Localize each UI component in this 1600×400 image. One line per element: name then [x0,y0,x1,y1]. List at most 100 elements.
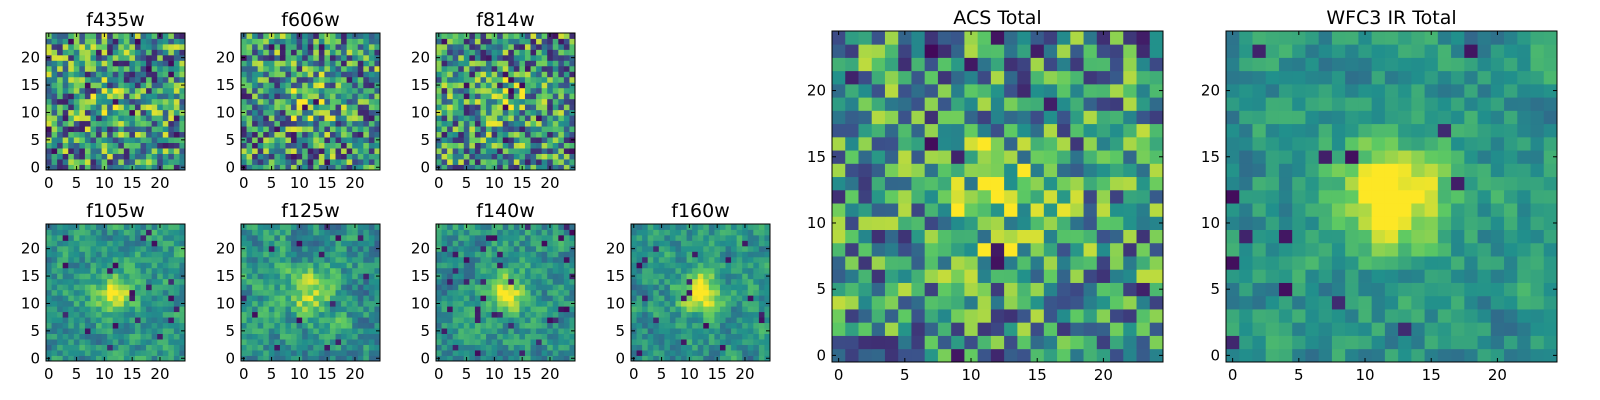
heatmap-cell [714,278,721,285]
heatmap-cell [458,273,465,280]
heatmap-cell [447,284,454,291]
heatmap-cell [112,164,119,171]
heatmap-cell [536,33,543,39]
heatmap-cell [502,229,509,236]
x-tick-label: 0 [44,365,54,383]
heatmap-cell [346,339,353,345]
heatmap-cell [447,229,454,236]
heatmap-cell [368,104,375,111]
heatmap-cell [46,120,52,127]
heatmap-cell [151,164,158,171]
heatmap-cell [858,335,873,350]
heatmap-cell [57,164,64,171]
heatmap-cell [719,355,726,362]
heatmap-cell [458,49,465,56]
heatmap-cell [480,267,487,274]
heatmap-cell [764,317,771,324]
heatmap-cell [341,104,348,111]
heatmap-cell [474,289,481,296]
heatmap-cell [257,300,264,307]
heatmap-cell [302,120,309,127]
heatmap-cell [845,322,859,336]
heatmap-cell [519,49,526,56]
heatmap-cell [898,309,912,323]
heatmap-cell [352,256,359,263]
heatmap-cell [524,159,531,165]
heatmap-cell [845,256,859,270]
heatmap-cell [469,104,476,111]
heatmap-cell [463,278,470,285]
heatmap-cell [911,295,926,310]
heatmap-cell [558,43,565,50]
heatmap-cell [51,65,58,72]
heatmap-cell [686,289,693,296]
heatmap-cell [157,350,164,356]
heatmap-cell [513,234,520,241]
heatmap-cell [274,355,281,362]
heatmap-cell [291,131,297,138]
heatmap-cell [274,311,281,318]
heatmap-cell [541,120,548,127]
heatmap-cell [924,229,939,244]
heatmap-cell [363,76,370,83]
heatmap-cell [123,38,130,45]
heatmap-cell [146,229,153,236]
heatmap-cell [764,284,771,291]
heatmap-cell [268,311,275,318]
heatmap-cell [747,295,754,302]
heatmap-cell [324,295,331,302]
heatmap-cell [452,159,459,165]
heatmap-cell [951,203,965,217]
heatmap-cell [46,98,52,105]
heatmap-cell [636,229,643,236]
heatmap-cell [173,126,180,133]
heatmap-cell [436,71,442,78]
heatmap-cell [686,273,693,280]
heatmap-cell [1043,335,1058,350]
heatmap-cell [647,333,654,340]
heatmap-cell [146,142,153,149]
heatmap-cell [1043,176,1058,191]
heatmap-cell [647,245,654,252]
heatmap-cell [497,153,504,160]
x-tick-label: 5 [657,365,667,383]
heatmap-cell [173,159,180,165]
heatmap-cell [686,262,693,269]
heatmap-cell [491,131,498,138]
heatmap-cell [168,93,175,100]
heatmap-cell [1149,282,1164,297]
heatmap-cell [241,71,247,78]
heatmap-cell [569,224,576,230]
heatmap-cell [458,71,465,78]
heatmap-cell [480,98,487,105]
heatmap-cell [508,333,515,340]
heatmap-cell [747,251,754,258]
heatmap-cell [257,120,264,127]
heatmap-cell [302,164,309,171]
heatmap-cell [318,65,325,72]
heatmap-cell [480,328,487,334]
heatmap-cell [179,159,186,165]
heatmap-cell [669,251,676,258]
heatmap-cell [1136,295,1151,310]
heatmap-cell [123,164,130,171]
heatmap-cell [79,115,86,122]
heatmap-cell [642,267,649,274]
heatmap-cell [519,153,526,160]
heatmap-cell [241,120,247,127]
heatmap-cell [118,159,125,165]
heatmap-cell [753,229,760,236]
heatmap-cell [563,142,570,149]
heatmap-cell [241,87,247,94]
heatmap-cell [631,295,637,302]
heatmap-cell [924,309,939,323]
heatmap-cell [291,344,297,351]
heatmap-cell [57,306,64,313]
heatmap-cell [697,333,704,340]
heatmap-cell [263,76,270,83]
heatmap-cell [257,339,264,345]
heatmap-cell [1004,256,1018,270]
heatmap-cell [536,300,543,307]
heatmap-cell [753,317,760,324]
heatmap-cell [491,82,498,89]
